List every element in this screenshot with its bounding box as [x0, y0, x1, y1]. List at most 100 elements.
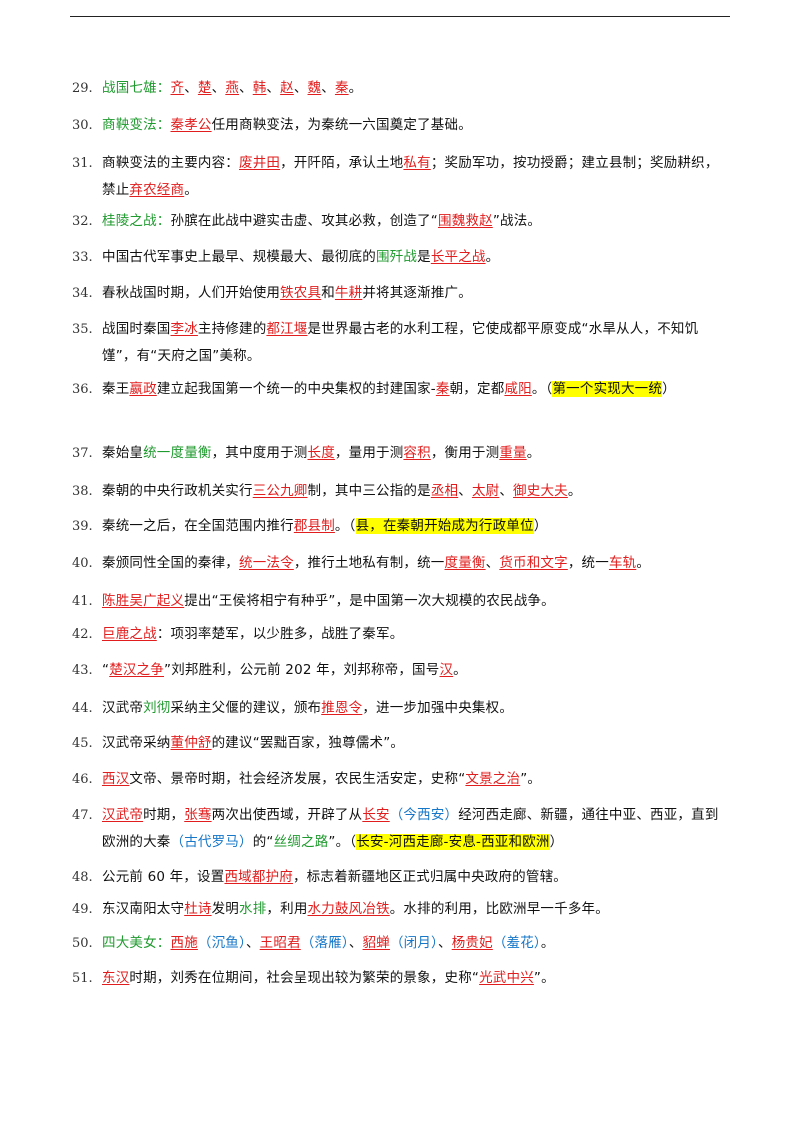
text-segment: 、: [239, 80, 253, 96]
note-item: 36. 秦王嬴政建立起我国第一个统一的中央集权的封建国家-秦朝，定都咸阳。（第一个…: [72, 376, 732, 403]
text-segment: 。（: [334, 518, 356, 534]
note-item: 51. 东汉时期，刘秀在位期间，社会呈现出较为繁荣的景象，史称“光武中兴”。: [72, 965, 732, 992]
text-segment: 、: [245, 935, 260, 951]
item-number: 36.: [72, 382, 93, 397]
text-segment: 。: [567, 483, 582, 499]
text-segment: 的“: [252, 834, 274, 850]
note-item: 45. 汉武帝采纳董仲舒的建议“罢黜百家，独尊儒术”。: [72, 730, 732, 757]
text-segment: 秦颁同性全国的秦律，: [102, 555, 239, 571]
colored-text: 刘彻: [143, 700, 171, 716]
text-segment: ：项羽率楚军，以少胜多，战胜了秦军。: [156, 626, 404, 642]
text-segment: ，量用于测: [334, 445, 404, 461]
item-number: 33.: [72, 250, 93, 265]
key-term: 杜诗: [184, 901, 212, 917]
text-segment: 建立起我国第一个统一的中央集权的封建国家-: [156, 381, 436, 397]
key-term: 都江堰: [266, 321, 308, 337]
text-segment: ，衡用于测: [430, 445, 500, 461]
key-term: 李冰: [170, 321, 198, 337]
text-segment: ”。: [520, 771, 542, 787]
colored-text: 水排: [239, 901, 267, 917]
text-segment: 、: [458, 483, 472, 499]
text-segment: ，开阡陌，承认土地: [280, 155, 404, 171]
item-text: 陈胜吴广起义提出“王侯将相宁有种乎”，是中国第一次大规模的农民战争。: [102, 588, 732, 615]
key-term: 魏: [307, 80, 322, 96]
item-text: 桂陵之战：孙膑在此战中避实击虚、攻其必救，创造了“围魏救赵”战法。: [102, 208, 732, 235]
text-segment: 、: [499, 483, 514, 499]
text-segment: ）: [549, 834, 564, 850]
item-text: 战国时秦国李冰主持修建的都江堰是世界最古老的水利工程，它使成都平原变成“水旱从人…: [102, 316, 732, 370]
item-text: “楚汉之争”刘邦胜利，公元前 202 年，刘邦称帝，国号汉。: [102, 657, 732, 684]
key-term: 韩: [252, 80, 267, 96]
note-item: 35. 战国时秦国李冰主持修建的都江堰是世界最古老的水利工程，它使成都平原变成“水…: [72, 316, 732, 370]
note-item: 34. 春秋战国时期，人们开始使用铁农具和牛耕并将其逐渐推广。: [72, 280, 732, 307]
text-segment: 。: [184, 182, 198, 198]
item-text: 商鞅变法：秦孝公任用商鞅变法，为秦统一六国奠定了基础。: [102, 112, 732, 139]
item-number: 41.: [72, 594, 93, 609]
text-segment: 。: [540, 935, 555, 951]
item-text: 中国古代军事史上最早、规模最大、最彻底的围歼战是长平之战。: [102, 244, 732, 271]
key-term: 东汉: [102, 970, 130, 986]
highlight-note: 第一个实现大一统: [552, 381, 663, 397]
text-segment: ；奖励军功，按功授爵；建立县制；奖励耕织，禁止: [102, 155, 719, 198]
text-segment: 、: [184, 80, 198, 96]
text-segment: 时期，刘秀在位期间，社会呈现出较为繁荣的景象，史称“: [129, 970, 480, 986]
key-term: 铁农具: [280, 285, 322, 301]
key-term: 秦: [334, 80, 349, 96]
key-term: 水力鼓风冶铁: [307, 901, 390, 917]
item-number: 31.: [72, 156, 93, 171]
note-item: 50. 四大美女：西施（沉鱼）、王昭君（落雁）、貂蝉（闭月）、杨贵妃（羞花）。: [72, 930, 732, 957]
text-segment: ”刘邦胜利，公元前 202 年，刘邦称帝，国号: [164, 662, 440, 678]
text-segment: ”战法。: [492, 213, 542, 229]
text-segment: ）: [533, 518, 548, 534]
key-term: 陈胜吴广起义: [102, 593, 185, 609]
key-term: 弃农经商: [129, 182, 185, 198]
text-segment: 朝，定都: [449, 381, 505, 397]
text-segment: 。水排的利用，比欧洲早一千多年。: [389, 901, 609, 917]
key-term: 货币和文字: [499, 555, 568, 571]
key-term: 巨鹿之战: [102, 626, 157, 642]
text-segment: 春秋战国时期，人们开始使用: [102, 285, 281, 301]
key-term: 董仲舒: [170, 735, 212, 751]
text-segment: 制，其中三公指的是: [307, 483, 431, 499]
key-term: 王昭君: [259, 935, 301, 951]
text-segment: 战国时秦国: [102, 321, 171, 337]
text-segment: 并将其逐渐推广。: [362, 285, 472, 301]
key-term: 丞相: [430, 483, 459, 499]
text-segment: ，利用: [266, 901, 308, 917]
item-number: 37.: [72, 446, 93, 461]
note-item: 41. 陈胜吴广起义提出“王侯将相宁有种乎”，是中国第一次大规模的农民战争。: [72, 588, 732, 615]
item-text: 公元前 60 年，设置西域都护府，标志着新疆地区正式归属中央政府的管辖。: [102, 864, 732, 891]
item-text: 巨鹿之战：项羽率楚军，以少胜多，战胜了秦军。: [102, 621, 732, 648]
item-number: 30.: [72, 118, 93, 133]
item-number: 40.: [72, 556, 93, 571]
key-term: 燕: [225, 80, 240, 96]
key-term: 秦孝公: [170, 117, 212, 133]
note-item: 40. 秦颁同性全国的秦律，统一法令，推行土地私有制，统一度量衡、货币和文字，统一…: [72, 550, 732, 577]
text-segment: 东汉南阳太守: [102, 901, 185, 917]
key-term: 度量衡: [444, 555, 486, 571]
item-text: 四大美女：西施（沉鱼）、王昭君（落雁）、貂蝉（闭月）、杨贵妃（羞花）。: [102, 930, 732, 957]
colored-text: 商鞅变法：: [102, 117, 171, 133]
note-item: 37. 秦始皇统一度量衡，其中度用于测长度，量用于测容积，衡用于测重量。: [72, 440, 732, 467]
text-segment: 秦朝的中央行政机关实行: [102, 483, 253, 499]
text-segment: 商鞅变法的主要内容：: [102, 155, 239, 171]
key-term: 秦: [435, 381, 450, 397]
note-item: 39. 秦统一之后，在全国范围内推行郡县制。（县，在秦朝开始成为行政单位）: [72, 513, 732, 540]
text-segment: 、: [211, 80, 226, 96]
text-segment: 经河西走廊、新疆，通往中亚、西亚，直到欧洲的大秦: [102, 807, 719, 850]
item-number: 45.: [72, 736, 93, 751]
item-number: 38.: [72, 484, 93, 499]
key-term: 车轨: [608, 555, 637, 571]
colored-text: （羞花）: [492, 935, 541, 951]
item-text: 秦始皇统一度量衡，其中度用于测长度，量用于测容积，衡用于测重量。: [102, 440, 732, 467]
item-text: 商鞅变法的主要内容：废井田，开阡陌，承认土地私有；奖励军功，按功授爵；建立县制；…: [102, 150, 732, 204]
key-term: 重量: [499, 445, 527, 461]
colored-text: 围歼战: [376, 249, 418, 265]
item-text: 秦朝的中央行政机关实行三公九卿制，其中三公指的是丞相、太尉、御史大夫。: [102, 478, 732, 505]
key-term: 文景之治: [465, 771, 521, 787]
text-segment: ）: [662, 381, 676, 397]
text-segment: 、: [293, 80, 308, 96]
key-term: 光武中兴: [479, 970, 534, 986]
note-item: 44. 汉武帝刘彻采纳主父偃的建议，颁布推恩令，进一步加强中央集权。: [72, 695, 732, 722]
text-segment: ，标志着新疆地区正式归属中央政府的管辖。: [292, 869, 567, 885]
